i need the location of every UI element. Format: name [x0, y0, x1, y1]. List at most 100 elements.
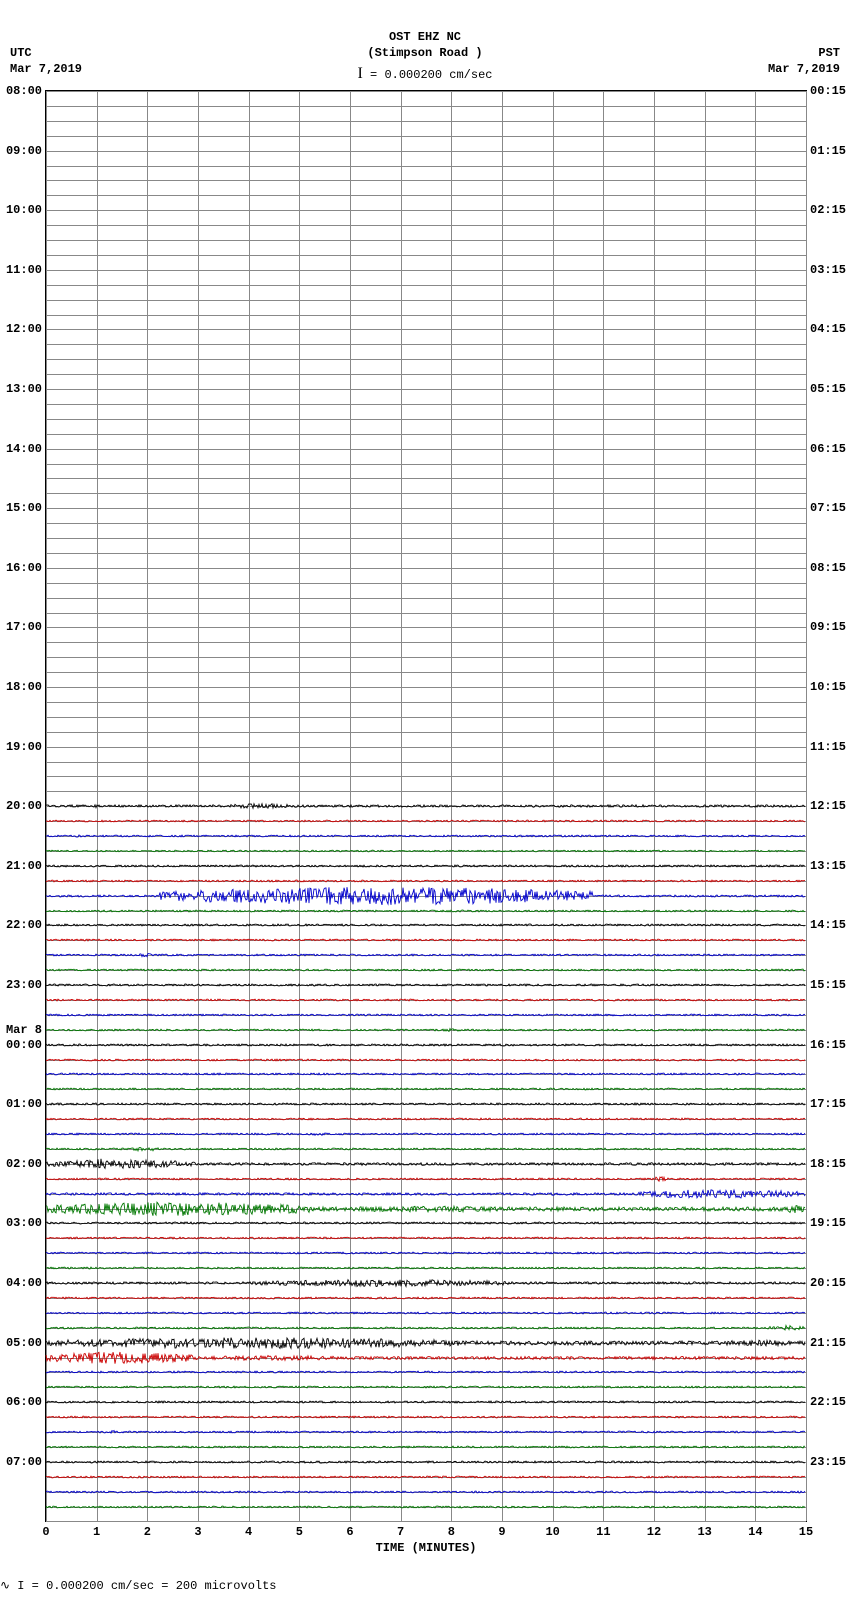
- gridline-horizontal: [46, 1104, 806, 1105]
- time-label-right: 19:15: [810, 1216, 846, 1230]
- gridline-horizontal: [46, 166, 806, 167]
- time-label-left: 02:00: [6, 1157, 42, 1171]
- gridline-horizontal: [46, 1089, 806, 1090]
- xaxis-tick-label: 13: [697, 1525, 711, 1539]
- gridline-horizontal: [46, 464, 806, 465]
- seismogram-plot: TIME (MINUTES) 012345678910111213141508:…: [45, 90, 807, 1522]
- footer-scale: ∿ I = 0.000200 cm/sec = 200 microvolts: [0, 1578, 277, 1593]
- gridline-horizontal: [46, 1298, 806, 1299]
- gridline-horizontal: [46, 285, 806, 286]
- time-label-right: 13:15: [810, 859, 846, 873]
- gridline-horizontal: [46, 374, 806, 375]
- gridline-horizontal: [46, 315, 806, 316]
- gridline-horizontal: [46, 389, 806, 390]
- xaxis-tick-label: 10: [545, 1525, 559, 1539]
- time-label-right: 12:15: [810, 799, 846, 813]
- time-label-left: 08:00: [6, 84, 42, 98]
- time-label-right: 16:15: [810, 1038, 846, 1052]
- time-label-left: 17:00: [6, 620, 42, 634]
- time-label-left: 09:00: [6, 144, 42, 158]
- gridline-horizontal: [46, 329, 806, 330]
- gridline-horizontal: [46, 493, 806, 494]
- time-label-right: 01:15: [810, 144, 846, 158]
- time-label-left: 21:00: [6, 859, 42, 873]
- gridline-horizontal: [46, 747, 806, 748]
- gridline-horizontal: [46, 613, 806, 614]
- gridline-horizontal: [46, 940, 806, 941]
- gridline-horizontal: [46, 1492, 806, 1493]
- time-label-left: 16:00: [6, 561, 42, 575]
- gridline-horizontal: [46, 776, 806, 777]
- gridline-horizontal: [46, 195, 806, 196]
- gridline-horizontal: [46, 1402, 806, 1403]
- gridline-horizontal: [46, 642, 806, 643]
- gridline-horizontal: [46, 970, 806, 971]
- gridline-horizontal: [46, 1358, 806, 1359]
- gridline-horizontal: [46, 1521, 806, 1522]
- footer-scale-text: = 0.000200 cm/sec = 200 microvolts: [24, 1579, 276, 1593]
- time-label-left: 07:00: [6, 1455, 42, 1469]
- tz-left-date: Mar 7,2019: [10, 62, 82, 78]
- time-label-left: 01:00: [6, 1097, 42, 1111]
- gridline-horizontal: [46, 732, 806, 733]
- gridline-horizontal: [46, 136, 806, 137]
- time-label-left: 19:00: [6, 740, 42, 754]
- time-label-left: 06:00: [6, 1395, 42, 1409]
- gridline-horizontal: [46, 1000, 806, 1001]
- time-label-right: 07:15: [810, 501, 846, 515]
- time-label-left: 12:00: [6, 322, 42, 336]
- gridline-horizontal: [46, 344, 806, 345]
- xaxis-tick-label: 9: [498, 1525, 505, 1539]
- gridline-horizontal: [46, 627, 806, 628]
- gridline-horizontal: [46, 821, 806, 822]
- gridline-horizontal: [46, 210, 806, 211]
- gridline-horizontal: [46, 598, 806, 599]
- time-label-left: Mar 8: [6, 1023, 42, 1037]
- gridline-horizontal: [46, 985, 806, 986]
- gridline-horizontal: [46, 106, 806, 107]
- gridline-horizontal: [46, 955, 806, 956]
- gridline-horizontal: [46, 1462, 806, 1463]
- gridline-horizontal: [46, 300, 806, 301]
- time-label-right: 05:15: [810, 382, 846, 396]
- gridline-horizontal: [46, 762, 806, 763]
- time-label-left: 00:00: [6, 1038, 42, 1052]
- timezone-right: PST Mar 7,2019: [768, 46, 840, 77]
- gridline-horizontal: [46, 538, 806, 539]
- gridline-horizontal: [46, 687, 806, 688]
- time-label-left: 05:00: [6, 1336, 42, 1350]
- gridline-horizontal: [46, 1387, 806, 1388]
- gridline-vertical: [806, 91, 807, 1521]
- gridline-horizontal: [46, 121, 806, 122]
- gridline-horizontal: [46, 404, 806, 405]
- gridline-horizontal: [46, 1417, 806, 1418]
- xaxis-tick-label: 5: [296, 1525, 303, 1539]
- gridline-horizontal: [46, 1149, 806, 1150]
- gridline-horizontal: [46, 851, 806, 852]
- xaxis-tick-label: 2: [144, 1525, 151, 1539]
- gridline-horizontal: [46, 151, 806, 152]
- gridline-horizontal: [46, 359, 806, 360]
- gridline-horizontal: [46, 180, 806, 181]
- gridline-horizontal: [46, 1253, 806, 1254]
- gridline-horizontal: [46, 1507, 806, 1508]
- time-label-right: 17:15: [810, 1097, 846, 1111]
- header: OST EHZ NC (Stimpson Road ) I = 0.000200…: [0, 30, 850, 83]
- gridline-horizontal: [46, 434, 806, 435]
- time-label-right: 15:15: [810, 978, 846, 992]
- gridline-horizontal: [46, 1238, 806, 1239]
- time-label-left: 10:00: [6, 203, 42, 217]
- gridline-horizontal: [46, 1432, 806, 1433]
- gridline-horizontal: [46, 240, 806, 241]
- xaxis-tick-label: 14: [748, 1525, 762, 1539]
- time-label-left: 14:00: [6, 442, 42, 456]
- gridline-horizontal: [46, 583, 806, 584]
- gridline-horizontal: [46, 1372, 806, 1373]
- station-location: (Stimpson Road ): [0, 46, 850, 62]
- xaxis-tick-label: 12: [647, 1525, 661, 1539]
- time-label-left: 20:00: [6, 799, 42, 813]
- gridline-horizontal: [46, 1134, 806, 1135]
- gridline-horizontal: [46, 866, 806, 867]
- gridline-horizontal: [46, 1283, 806, 1284]
- gridline-horizontal: [46, 806, 806, 807]
